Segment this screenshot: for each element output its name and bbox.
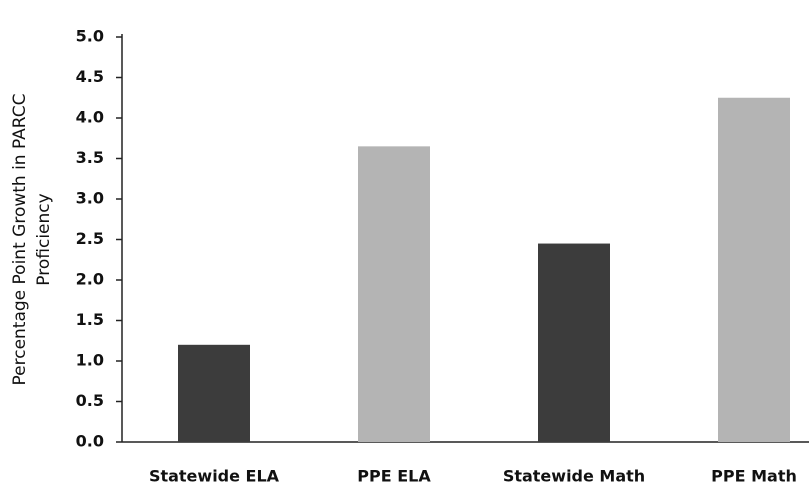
bar — [538, 243, 610, 442]
y-tick-label: 0.0 — [76, 432, 104, 451]
y-tick-label: 1.0 — [76, 351, 104, 370]
y-axis-label: Proficiency — [34, 193, 54, 285]
y-tick-label: 0.5 — [76, 391, 104, 410]
y-tick-label: 4.5 — [76, 67, 104, 86]
y-tick-label: 2.0 — [76, 270, 104, 289]
y-tick-label: 2.5 — [76, 229, 104, 248]
x-tick-label: PPE Math — [711, 467, 797, 486]
y-tick-label: 4.0 — [76, 108, 104, 127]
x-tick-label: PPE ELA — [357, 467, 431, 486]
y-tick-label: 3.0 — [76, 189, 104, 208]
x-tick-label: Statewide ELA — [149, 467, 280, 486]
y-axis-label: Percentage Point Growth in PARCC — [10, 94, 30, 386]
bar — [178, 344, 250, 442]
x-tick-label: Statewide Math — [503, 467, 645, 486]
y-tick-label: 3.5 — [76, 148, 104, 167]
bar — [358, 146, 430, 442]
y-tick-label: 1.5 — [76, 310, 104, 329]
y-tick-label: 5.0 — [76, 27, 104, 46]
bar — [718, 97, 790, 442]
